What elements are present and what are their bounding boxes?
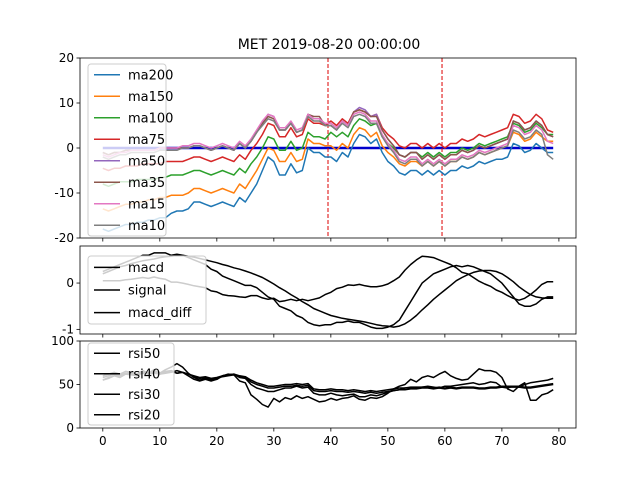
moving-average-panel: -20-1001020ma200ma150ma100ma75ma50ma35ma… bbox=[54, 51, 577, 245]
y-tick-label: 100 bbox=[51, 334, 74, 348]
legend-label-ma100: ma100 bbox=[128, 111, 173, 126]
legend-label-macd_diff: macd_diff bbox=[128, 306, 192, 321]
chart-title: MET 2019-08-20 00:00:00 bbox=[238, 37, 421, 53]
legend-label-ma200: ma200 bbox=[128, 68, 173, 83]
legend-label-ma10: ma10 bbox=[128, 219, 165, 234]
legend-label-signal: signal bbox=[128, 284, 166, 299]
plot-area bbox=[102, 362, 554, 408]
axes-frame bbox=[79, 245, 577, 335]
legend-label-rsi40: rsi40 bbox=[128, 367, 160, 382]
x-tick-label: 10 bbox=[152, 434, 167, 448]
x-tick-label: 40 bbox=[323, 434, 338, 448]
x-tick-label: 50 bbox=[380, 434, 395, 448]
series-line-ma200 bbox=[102, 133, 554, 233]
y-tick-label: -20 bbox=[54, 231, 74, 245]
y-tick-label: 50 bbox=[59, 378, 74, 392]
legend: ma200 ma150 ma100 ma75 ma50 ma35 ma15 ma10 bbox=[87, 63, 173, 237]
x-tick-label: 70 bbox=[494, 434, 509, 448]
macd-panel: -1 0 macd signal macd_diff bbox=[62, 245, 577, 338]
legend-box bbox=[87, 255, 207, 325]
x-tick-label: 30 bbox=[266, 434, 281, 448]
legend-label-ma35: ma35 bbox=[128, 176, 165, 191]
legend-label-ma15: ma15 bbox=[128, 197, 165, 212]
series-line-ma100 bbox=[102, 118, 554, 188]
legend-label-ma75: ma75 bbox=[128, 133, 165, 148]
series-line-ma15 bbox=[102, 111, 554, 165]
y-tick-label: 0 bbox=[66, 421, 74, 435]
legend-label-ma150: ma150 bbox=[128, 90, 173, 105]
x-tick-label: 0 bbox=[99, 434, 107, 448]
legend-label-ma50: ma50 bbox=[128, 154, 165, 169]
y-tick-label: 0 bbox=[66, 141, 74, 155]
y-tick-label: -10 bbox=[54, 186, 74, 200]
y-tick-label: 20 bbox=[59, 51, 74, 65]
y-tick-label: 0 bbox=[66, 276, 74, 290]
legend: rsi50 rsi40 rsi30 rsi20 bbox=[87, 342, 175, 426]
series-line-signal bbox=[102, 254, 554, 328]
series-line-rsi40 bbox=[102, 369, 554, 394]
legend-box bbox=[87, 342, 175, 426]
legend-box bbox=[87, 63, 167, 237]
legend: macd signal macd_diff bbox=[87, 255, 207, 325]
series-line-rsi20 bbox=[102, 368, 554, 408]
plot-area bbox=[102, 58, 554, 238]
x-tick-label: 80 bbox=[551, 434, 566, 448]
series-line-rsi30 bbox=[102, 362, 554, 398]
y-tick-label: 10 bbox=[59, 96, 74, 110]
series-line-ma10 bbox=[102, 113, 554, 167]
legend-label-macd: macd bbox=[128, 261, 164, 276]
series-line-macd bbox=[102, 252, 554, 330]
y-tick-label: -1 bbox=[62, 322, 74, 336]
legend-label-rsi30: rsi30 bbox=[128, 388, 160, 403]
legend-label-rsi20: rsi20 bbox=[128, 408, 160, 423]
x-tick-label: 60 bbox=[437, 434, 452, 448]
legend-label-rsi50: rsi50 bbox=[128, 347, 160, 362]
x-tick-label: 20 bbox=[209, 434, 224, 448]
